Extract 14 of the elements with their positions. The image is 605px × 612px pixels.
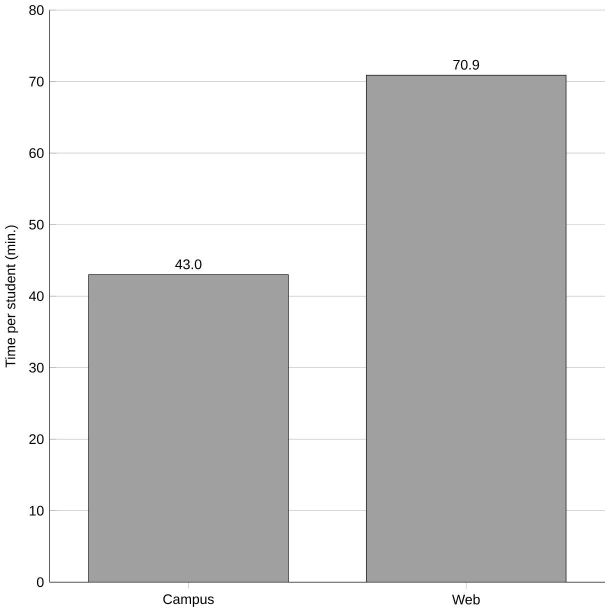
y-tick-label: 30 <box>29 362 44 373</box>
y-tick-label: 10 <box>30 506 44 516</box>
data-label: 43.0 <box>175 259 202 270</box>
x-tick-label: Web <box>452 594 480 604</box>
y-tick-label: 40 <box>28 291 44 302</box>
y-tick-label: 20 <box>29 434 44 444</box>
y-tick-label: 50 <box>29 220 44 230</box>
y-tick-label: 70 <box>29 76 44 87</box>
y-axis-title: Time per student (min.) <box>4 225 18 368</box>
y-tick-label: 60 <box>29 148 44 158</box>
x-tick-label: Campus <box>163 594 214 607</box>
data-label: 70.9 <box>453 60 479 70</box>
y-tick-label: 80 <box>29 5 44 15</box>
y-tick-label: 0 <box>36 577 44 588</box>
